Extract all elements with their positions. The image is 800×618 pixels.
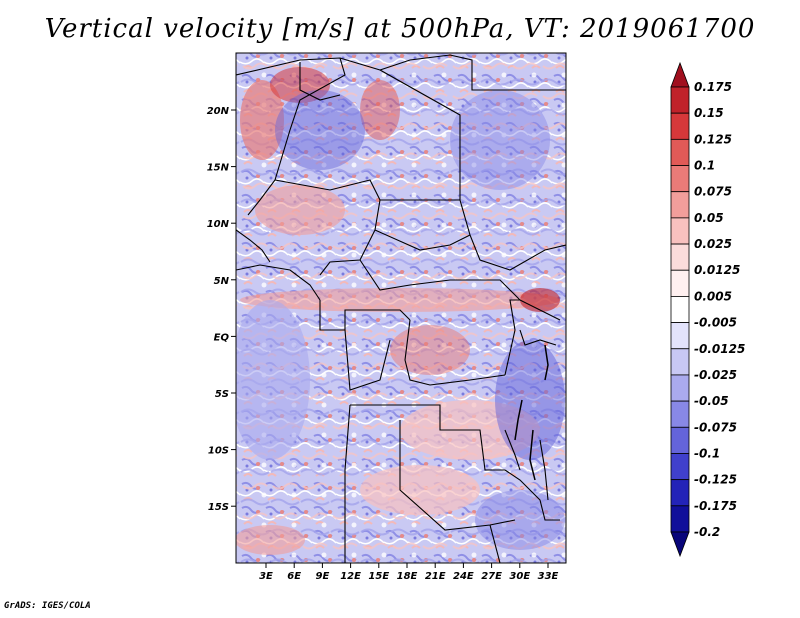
colorbar-segment <box>670 165 690 193</box>
colorbar-segment <box>670 374 690 402</box>
colorbar-segment <box>670 243 690 271</box>
map-frame <box>235 52 567 564</box>
map-title: Vertical velocity [m/s] at 500hPa, VT: 2… <box>44 14 756 44</box>
colorbar-label: -0.175 <box>694 499 737 513</box>
colorbar-segment <box>670 86 690 114</box>
downdraft-region <box>275 90 365 170</box>
updraft-region <box>240 80 284 160</box>
colorbar-cap-bottom <box>670 531 690 558</box>
colorbar-segment <box>670 400 690 428</box>
updraft-region <box>236 525 305 555</box>
downdraft-region <box>450 90 550 190</box>
lon-tick-label: 9E <box>316 571 330 582</box>
lon-tick-label: 24E <box>453 571 474 582</box>
colorbar-segment <box>670 453 690 481</box>
colorbar-label: -0.005 <box>694 316 737 330</box>
colorbar-label: -0.2 <box>694 525 720 539</box>
colorbar-label: -0.125 <box>694 473 737 487</box>
colorbar-label: -0.075 <box>694 420 737 434</box>
colorbar-segment <box>670 217 690 245</box>
colorbar-label: 0.125 <box>694 132 732 146</box>
lon-tick-label: 12E <box>340 571 361 582</box>
colorbar-segment <box>670 426 690 454</box>
colorbar: 0.175 0.15 0.125 0.1 0.075 0.05 0.025 0.0125 0.0… <box>670 61 745 558</box>
colorbar-label: -0.025 <box>694 368 737 382</box>
colorbar-segment <box>670 112 690 140</box>
colorbar-label: 0.025 <box>694 237 732 251</box>
colorbar-label: 0.0125 <box>694 263 740 277</box>
downdraft-region <box>475 490 565 550</box>
latitude-axis: 20N 15N 10N 5N EQ 5S 10S 15S <box>207 106 236 513</box>
colorbar-label: 0.15 <box>694 106 724 120</box>
lat-tick-label: 10S <box>208 446 229 457</box>
colorbar-label: 0.175 <box>694 80 732 94</box>
lat-tick-label: 10N <box>207 219 230 230</box>
colorbar-segment <box>670 479 690 507</box>
lon-tick-label: 6E <box>287 571 301 582</box>
updraft-region <box>390 325 470 375</box>
colorbar-segment <box>670 269 690 297</box>
lat-tick-label: 5S <box>215 389 229 400</box>
colorbar-label: 0.05 <box>694 211 724 225</box>
lon-tick-label: 27E <box>481 571 502 582</box>
updraft-region <box>360 80 400 140</box>
lat-tick-label: 5N <box>214 276 230 287</box>
lat-tick-label: 15N <box>207 163 230 174</box>
updraft-region <box>255 185 345 235</box>
colorbar-label: -0.05 <box>694 394 729 408</box>
map-area <box>236 53 566 563</box>
lon-tick-label: 21E <box>425 571 446 582</box>
lon-tick-label: 30E <box>509 571 530 582</box>
updraft-region <box>520 288 560 312</box>
colorbar-label: -0.1 <box>694 446 720 460</box>
colorbar-segment <box>670 322 690 350</box>
lon-tick-label: 33E <box>538 571 559 582</box>
lon-tick-label: 3E <box>259 571 273 582</box>
colorbar-label: 0.075 <box>694 185 732 199</box>
colorbar-label: -0.0125 <box>694 342 745 356</box>
lat-tick-label: 20N <box>207 106 230 117</box>
downdraft-region <box>236 300 310 460</box>
colorbar-segment <box>670 505 690 533</box>
grads-credit: GrADS: IGES/COLA <box>4 601 91 611</box>
downdraft-region <box>495 340 565 460</box>
colorbar-segment <box>670 296 690 323</box>
longitude-axis: 3E 6E 9E 12E 15E 18E 21E 24E 27E 30E 33E <box>259 563 559 582</box>
colorbar-label: 0.1 <box>694 159 715 173</box>
lon-tick-label: 18E <box>397 571 418 582</box>
colorbar-segment <box>670 138 690 166</box>
colorbar-segment <box>670 348 690 376</box>
colorbar-cap-top <box>670 61 690 88</box>
colorbar-label: 0.005 <box>694 289 732 303</box>
colorbar-segment <box>670 191 690 219</box>
lon-tick-label: 15E <box>368 571 389 582</box>
lat-tick-label: 15S <box>208 502 229 513</box>
country-borders <box>236 54 566 563</box>
updraft-region <box>360 465 480 515</box>
lat-tick-label: EQ <box>214 332 230 343</box>
lakes <box>514 344 549 481</box>
